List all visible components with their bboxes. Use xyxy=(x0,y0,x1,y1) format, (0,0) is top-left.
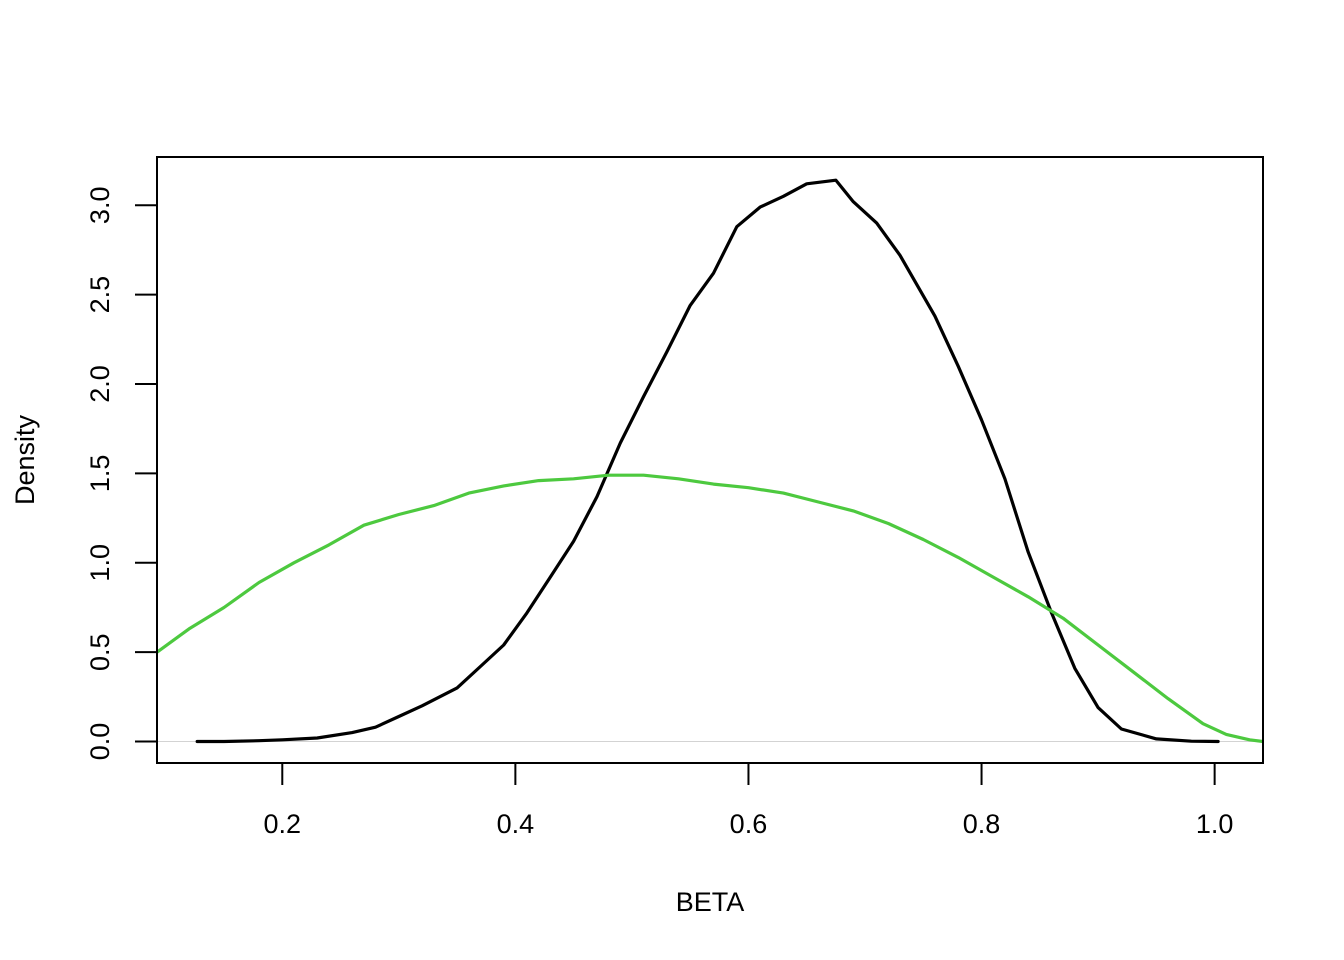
x-axis-title: BETA xyxy=(676,887,745,917)
plot-frame xyxy=(156,156,1264,764)
x-tick-label: 0.6 xyxy=(730,809,768,839)
x-tick-label: 0.8 xyxy=(963,809,1001,839)
y-axis: 0.0 0.5 1.0 1.5 2.0 2.5 3.0 xyxy=(85,187,158,761)
y-tick-label: 2.0 xyxy=(85,365,115,403)
y-tick-label: 1.0 xyxy=(85,544,115,582)
x-axis: 0.2 0.4 0.6 0.8 1.0 xyxy=(264,762,1234,839)
series-line-2 xyxy=(157,473,1263,744)
y-tick-label: 1.5 xyxy=(85,455,115,493)
x-tick-label: 0.4 xyxy=(497,809,535,839)
y-tick-label: 2.5 xyxy=(85,276,115,314)
y-tick-label: 0.5 xyxy=(85,633,115,671)
x-tick-label: 0.2 xyxy=(264,809,302,839)
x-tick-label: 1.0 xyxy=(1196,809,1234,839)
series-line-1 xyxy=(195,178,1220,744)
y-axis-title: Density xyxy=(10,414,40,505)
y-tick-label: 3.0 xyxy=(85,187,115,225)
y-tick-label: 0.0 xyxy=(85,723,115,761)
